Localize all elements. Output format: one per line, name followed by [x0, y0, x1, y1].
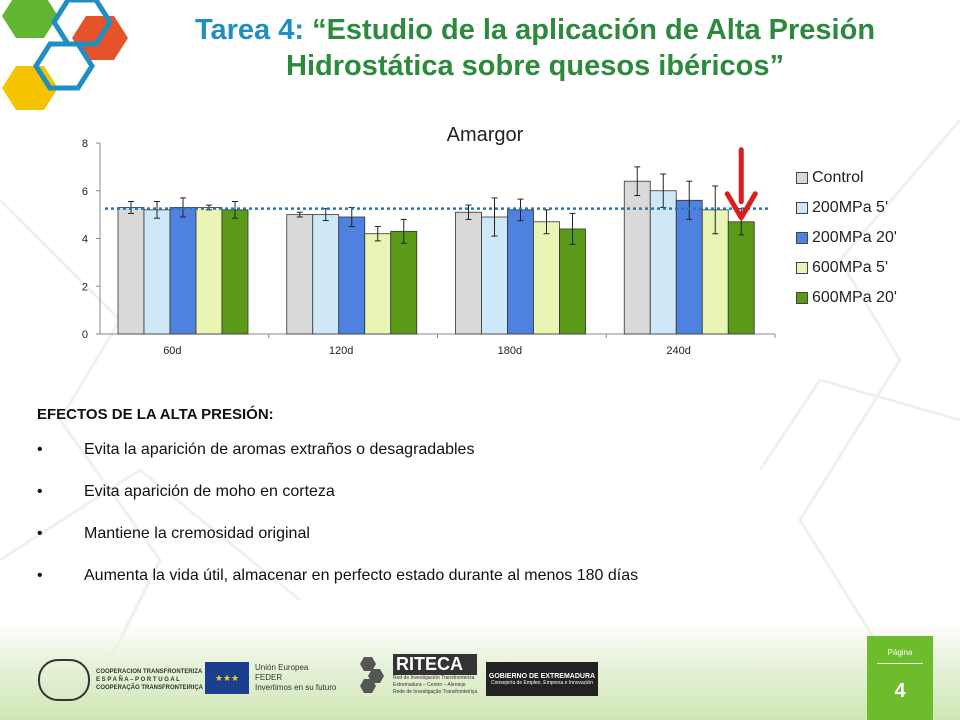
- riteca-hex-icon: [360, 657, 384, 693]
- hexagon-logo-icon: [2, 0, 128, 110]
- bar: [117, 207, 145, 335]
- cooperacion-line: COOPERACION TRANSFRONTERIZA: [96, 669, 203, 675]
- bar: [623, 180, 651, 335]
- cooperacion-mark-icon: [38, 659, 90, 701]
- bar: [507, 209, 534, 335]
- y-tick-label: 2: [82, 281, 88, 293]
- gobierno-name: GOBIERNO DE EXTREMADURA: [488, 672, 596, 680]
- legend-label: 200MPa 5': [812, 199, 888, 216]
- bullet: •: [37, 567, 43, 584]
- legend-item: 200MPa 20': [796, 223, 897, 253]
- effects-section: EFECTOS DE LA ALTA PRESIÓN: • Evita la ap…: [37, 406, 917, 609]
- effects-heading: EFECTOS DE LA ALTA PRESIÓN:: [37, 406, 274, 423]
- footer-band: [0, 622, 960, 720]
- legend-swatch: [796, 262, 808, 274]
- legend-label: 600MPa 5': [812, 259, 888, 276]
- effects-list: • Evita la aparición de aromas extraños o…: [37, 441, 917, 609]
- legend-item: 600MPa 5': [796, 253, 897, 283]
- bullet: •: [37, 441, 43, 458]
- legend-item: 600MPa 20': [796, 283, 897, 313]
- chart-legend: Control 200MPa 5' 200MPa 20' 600MPa 5' 6…: [796, 163, 897, 313]
- legend-label: 600MPa 20': [812, 289, 897, 306]
- bar: [559, 228, 586, 335]
- bar: [649, 190, 677, 335]
- legend-item: 200MPa 5': [796, 193, 897, 223]
- chart-title: Amargor: [446, 124, 524, 146]
- bar: [390, 230, 418, 335]
- legend-label: Control: [812, 169, 864, 186]
- legend-swatch: [796, 292, 808, 304]
- ue-line: FEDER: [255, 673, 283, 682]
- list-item: • Aumenta la vida útil, almacenar en perf…: [37, 567, 917, 609]
- bar: [364, 233, 392, 335]
- riteca-line: Rede de Investigação Transfronteiriça: [393, 689, 478, 695]
- title-text: “Estudio de la aplicación de Alta Presió…: [286, 14, 876, 82]
- list-item-text: Evita la aparición de aromas extraños o …: [84, 441, 475, 458]
- legend-label: 200MPa 20': [812, 229, 897, 246]
- bar: [312, 214, 340, 335]
- y-tick-label: 0: [82, 329, 88, 341]
- list-item: • Evita aparición de moho en corteza: [37, 483, 917, 525]
- bar: [195, 207, 223, 335]
- gobierno-logo: GOBIERNO DE EXTREMADURA Consejería de Em…: [486, 662, 598, 696]
- list-item-text: Mantiene la cremosidad original: [84, 525, 310, 542]
- legend-item: Control: [796, 163, 897, 193]
- y-tick-label: 8: [82, 138, 88, 150]
- page-badge: Página 4: [867, 636, 933, 720]
- gobierno-subtitle: Consejería de Empleo, Empresa e Innovaci…: [490, 679, 593, 686]
- x-tick-label: 120d: [329, 345, 353, 357]
- cooperacion-line: E S P A Ñ A – P O R T U G A L: [96, 677, 180, 683]
- bar: [338, 216, 366, 335]
- riteca-line: Red de Investigación Transfronteriza: [393, 675, 475, 681]
- bar: [727, 221, 755, 335]
- bar: [533, 221, 560, 335]
- riteca-logo: RITECA Red de Investigación Transfronter…: [355, 654, 478, 696]
- x-tick-label: 180d: [498, 345, 522, 357]
- bar: [455, 211, 482, 335]
- bar: [286, 214, 314, 335]
- riteca-name: RITECA: [393, 654, 478, 675]
- list-item-text: Evita aparición de moho en corteza: [84, 483, 335, 500]
- legend-swatch: [796, 172, 808, 184]
- eu-logo: ★★★ Unión Europea FEDER Invertimos en su…: [205, 662, 336, 694]
- page-number: 4: [894, 680, 906, 702]
- cooperacion-line: COOPERAÇÃO TRANSFRONTEIRIÇA: [96, 685, 204, 691]
- riteca-line: Extremadura – Centro – Alentejo: [393, 682, 466, 688]
- cooperacion-logo: COOPERACION TRANSFRONTERIZA E S P A Ñ A …: [38, 659, 204, 701]
- x-tick-label: 60d: [163, 345, 181, 357]
- bullet: •: [37, 525, 43, 542]
- page-label: Página: [877, 648, 923, 664]
- title-prefix: Tarea 4:: [194, 14, 305, 46]
- bar: [143, 209, 171, 335]
- eu-flag-icon: ★★★: [205, 662, 249, 694]
- y-tick-label: 4: [82, 234, 88, 246]
- bar: [221, 209, 249, 335]
- ue-line: Unión Europea: [255, 663, 309, 672]
- highlight-arrow-head: [724, 191, 758, 221]
- bullet: •: [37, 483, 43, 500]
- bar: [169, 207, 197, 335]
- ue-line: Invertimos en su futuro: [255, 683, 337, 692]
- list-item: • Mantiene la cremosidad original: [37, 525, 917, 567]
- legend-swatch: [796, 232, 808, 244]
- list-item: • Evita la aparición de aromas extraños o…: [37, 441, 917, 483]
- legend-swatch: [796, 202, 808, 214]
- x-tick-label: 240d: [666, 345, 690, 357]
- slide-title: Tarea 4: “Estudio de la aplicación de Al…: [120, 12, 950, 84]
- y-tick-label: 6: [82, 186, 88, 198]
- list-item-text: Aumenta la vida útil, almacenar en perfe…: [84, 567, 639, 584]
- bar: [675, 199, 703, 335]
